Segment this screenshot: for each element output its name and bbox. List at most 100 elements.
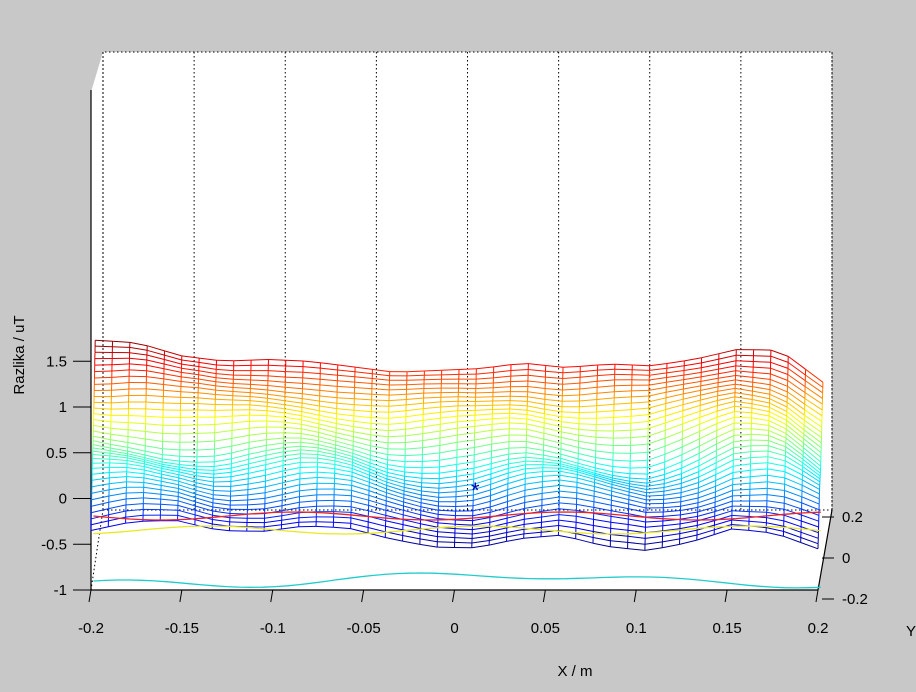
mesh-row-segment [646,499,663,500]
mesh-row-segment [163,433,180,434]
x-tick-mark [271,590,273,602]
mesh-row-segment [407,384,424,385]
x-tick-mark [816,590,818,602]
mesh-row-segment [126,493,143,494]
mesh-row-segment [632,390,649,391]
mesh-row-segment [217,360,234,361]
depth-axis-label: Y [906,623,916,640]
mesh-row-segment [579,424,596,425]
mesh-row-segment [180,425,197,426]
mesh-row-segment [615,369,632,370]
data-marker: * [471,478,480,503]
x-tick-mark [180,590,182,602]
mesh-row-segment [198,425,215,426]
mesh-row-segment [372,400,389,401]
mesh-row-segment [439,497,456,498]
mesh-row-segment [407,371,424,372]
mesh-row-segment [267,433,284,434]
mesh-row-segment [526,461,543,462]
x-tick-label: 0.2 [808,620,829,637]
mesh-row-segment [127,482,144,483]
mesh-row-segment [751,440,768,441]
mesh-row-segment [94,384,111,385]
y-tick-label: 0.2 [842,509,863,526]
mesh-row-segment [437,542,454,543]
mesh-row-segment [493,409,510,410]
mesh-row-segment [234,360,251,361]
x-tick-label: -0.2 [78,620,104,637]
mesh-row-segment [163,442,180,443]
mesh-row-segment [95,346,112,347]
mesh-row-segment [476,388,493,389]
mesh-row-segment [163,403,180,404]
mesh-row-segment [734,417,751,418]
mesh-row-segment [455,520,472,521]
x-axis-label: X / m [557,663,592,680]
mesh-row-segment [197,456,214,457]
mesh-row-segment [389,389,406,390]
mesh-row-segment [95,377,112,378]
mesh-row-segment [251,360,268,361]
mesh-row-segment [233,379,250,380]
mesh-row-segment [424,393,441,394]
mesh-row-segment [317,478,334,479]
x-tick-label: 0.1 [626,620,647,637]
mesh-row-segment [230,518,247,519]
mesh-row-segment [94,402,111,403]
mesh-row-segment [734,429,751,430]
mesh-row-segment [442,374,459,375]
mesh-row-segment [754,356,771,357]
mesh-row-segment [632,375,649,376]
x-tick-label: -0.15 [165,620,199,637]
mesh-row-segment [407,380,424,381]
mesh-row-segment [95,371,112,372]
x-tick-label: -0.05 [347,620,381,637]
y-tick-label: -0.2 [842,591,868,608]
y-tick-label: 0 [842,550,850,567]
mesh-row-segment [215,399,232,400]
mesh-row-segment [180,433,197,434]
mesh-row-segment [562,395,579,396]
mesh-row-segment [143,504,160,505]
x-tick-mark [543,590,545,602]
z-tick-label: -0.5 [41,536,67,553]
mesh-row-segment [614,430,631,431]
mesh-row-segment [286,372,303,373]
mesh-row-segment [509,429,526,430]
x-tick-mark [453,590,455,602]
front-panel [91,90,818,590]
mesh-row-segment [475,401,492,402]
mesh-row-segment [732,495,749,496]
mesh-row-segment [284,442,301,443]
x-tick-label: 0.05 [531,620,560,637]
x-tick-label: 0 [450,620,458,637]
mesh-row-segment [233,400,250,401]
mesh-row-segment [458,392,475,393]
x-tick-label: -0.1 [260,620,286,637]
mesh-row-segment [598,364,615,365]
x-tick-mark [634,590,636,602]
x-tick-mark [725,590,727,602]
mesh-row-segment [230,500,247,501]
mesh-row-segment [214,482,231,483]
point-marker-group: * [471,478,480,503]
mesh-row-segment [405,467,422,468]
y-axis-label: Razlika / uT [11,315,28,394]
mesh-row-segment [749,512,766,513]
mesh-row-segment [511,381,528,382]
mesh-row-segment [407,375,424,376]
mesh-row-segment [230,522,247,523]
mesh-row-segment [615,364,632,365]
mesh-row-segment [161,510,178,511]
mesh-row-segment [475,405,492,406]
mesh-row-segment [93,459,110,460]
mesh-row-segment [371,412,388,413]
mesh-row-segment [750,495,767,496]
mesh-row-segment [299,522,316,523]
mesh-row-segment [197,433,214,434]
mesh-row-segment [109,472,126,473]
mesh-row-segment [510,396,527,397]
mesh-row-segment [372,406,389,407]
